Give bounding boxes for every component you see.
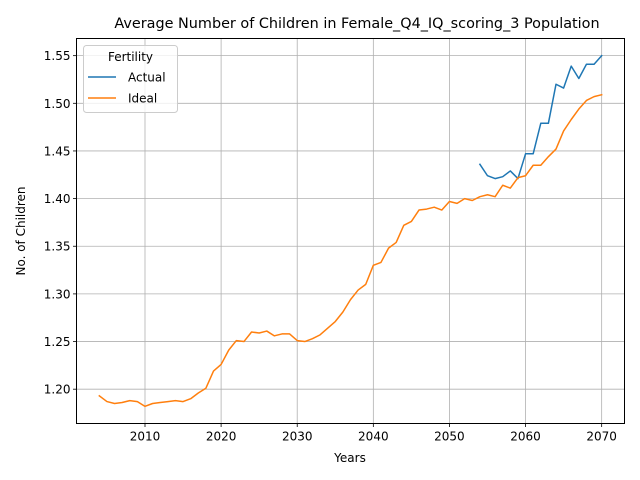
y-axis: 1.20 1.25 1.30 1.35 1.40 1.45 1.50 1.55: [44, 49, 77, 397]
series-line-ideal: [98, 93, 603, 408]
x-axis-label: Years: [333, 451, 366, 465]
legend-title: Fertility: [108, 50, 153, 64]
series-line-actual: [478, 54, 603, 180]
y-tick-label: 1.35: [44, 240, 71, 254]
legend: Fertility Actual Ideal: [83, 45, 178, 113]
legend-label-ideal: Ideal: [128, 92, 157, 106]
y-tick-label: 1.45: [44, 144, 71, 158]
legend-label-actual: Actual: [128, 71, 166, 85]
y-axis-label: No. of Children: [14, 186, 28, 275]
y-tick-label: 1.25: [44, 335, 71, 349]
plot-area: [76, 38, 625, 424]
y-tick-label: 1.30: [44, 287, 71, 301]
x-tick-label: 2050: [434, 430, 465, 444]
legend-box: [83, 45, 178, 113]
x-tick-label: 2030: [282, 430, 313, 444]
x-tick-label: 2010: [130, 430, 161, 444]
y-tick-label: 1.50: [44, 97, 71, 111]
series-layer: [98, 54, 603, 408]
x-axis: 2010 2020 2030 2040 2050 2060 2070: [130, 423, 617, 444]
y-tick-label: 1.55: [44, 49, 71, 63]
x-tick-label: 2040: [358, 430, 389, 444]
chart-title: Average Number of Children in Female_Q4_…: [114, 16, 599, 32]
x-tick-label: 2020: [206, 430, 237, 444]
x-tick-label: 2070: [586, 430, 617, 444]
y-tick-label: 1.40: [44, 192, 71, 206]
x-tick-label: 2060: [510, 430, 541, 444]
y-tick-label: 1.20: [44, 383, 71, 397]
